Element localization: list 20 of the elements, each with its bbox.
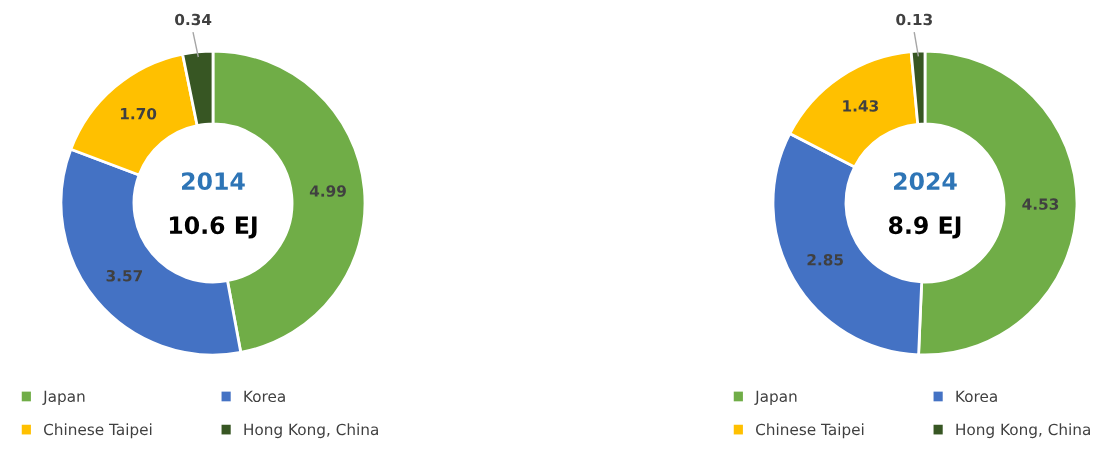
legend-label: Korea xyxy=(956,390,997,403)
text: 8.9 EJ xyxy=(888,216,961,239)
legend-label: Japan xyxy=(754,390,797,406)
legend-label: Chinese Taipei xyxy=(756,423,864,439)
legend-label: Chinese Taipei xyxy=(44,423,152,439)
data-label: 1.70 xyxy=(120,107,157,120)
data-label: 3.57 xyxy=(106,269,143,282)
data-label: 2.85 xyxy=(807,253,843,266)
legend-label: Japan xyxy=(42,390,85,406)
legend-label: Hong Kong, China xyxy=(244,423,378,439)
data-label: 4.53 xyxy=(1022,198,1059,210)
data-label: 0.13 xyxy=(896,13,932,26)
text: 2014 xyxy=(182,172,245,191)
legend-label: Korea xyxy=(244,390,285,403)
text: 10.6 EJ xyxy=(169,216,257,239)
data-label: 4.99 xyxy=(309,185,346,197)
text: 2024 xyxy=(894,172,957,191)
data-label: 0.34 xyxy=(175,13,212,26)
legend-label: Hong Kong, China xyxy=(956,423,1090,439)
data-label: 1.43 xyxy=(843,100,878,112)
